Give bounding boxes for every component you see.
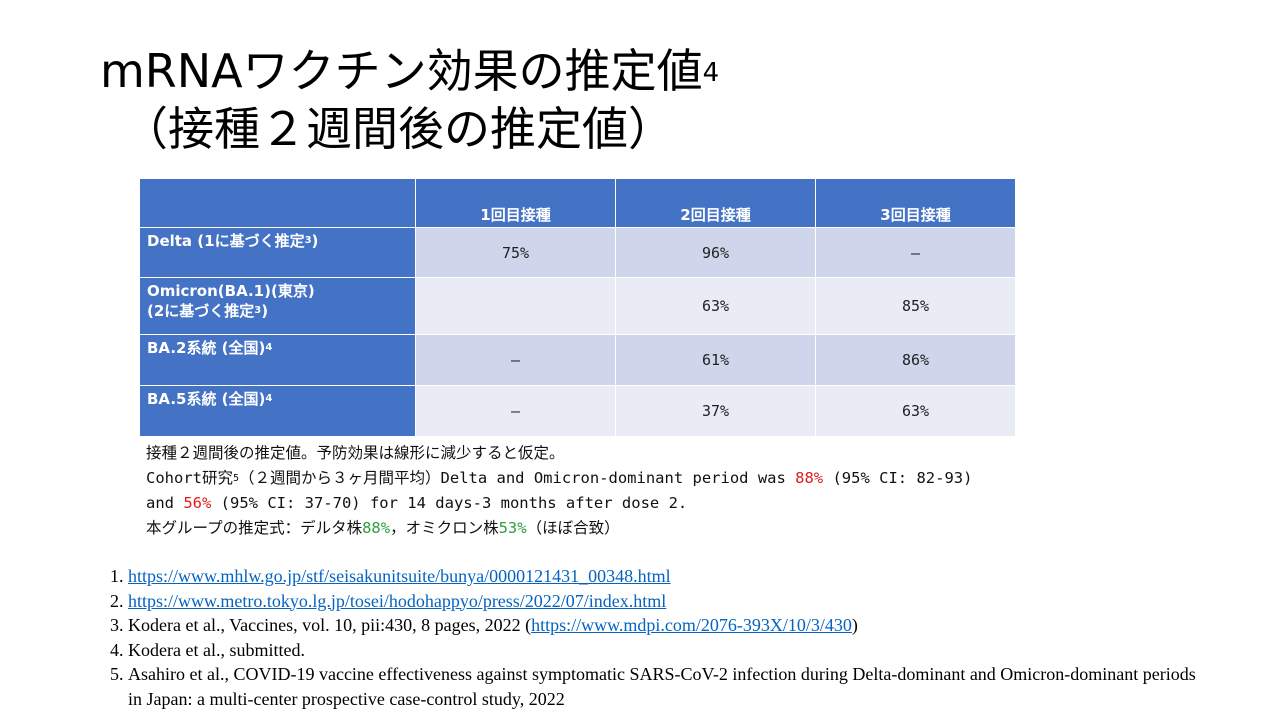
note-text: （２週間から３ヶ月間平均）Delta and Omicron-dominant …: [239, 469, 796, 487]
note-text: and: [146, 494, 184, 512]
reference-link[interactable]: https://www.mdpi.com/2076-393X/10/3/430: [531, 615, 852, 635]
note-superscript: 5: [233, 473, 240, 484]
header-dose-1: 1回目接種: [415, 178, 616, 228]
reference-item: Asahiro et al., COVID-19 vaccine effecti…: [128, 662, 1198, 711]
table-header-row: 1回目接種 2回目接種 3回目接種: [139, 178, 1016, 228]
note-highlight-green: 88%: [362, 519, 391, 537]
note-line-2: Cohort研究5（２週間から３ヶ月間平均）Delta and Omicron-…: [146, 466, 972, 491]
table-row-ba2: BA.2系統 (全国)4 – 61% 86%: [139, 334, 1016, 386]
note-text: (95% CI: 82-93): [823, 469, 973, 487]
row-label-end: ): [311, 232, 319, 250]
title-line-2: （接種２週間後の推定値）: [122, 102, 674, 156]
row-label-text: BA.2系統 (全国): [147, 339, 266, 357]
cell-delta-dose-2: 96%: [615, 227, 816, 278]
cell-ba1-dose-3: 85%: [815, 277, 1016, 335]
slide-title: mRNAワクチン効果の推定値4 （接種２週間後の推定値）: [100, 42, 719, 158]
row-label-superscript: 3: [304, 235, 312, 246]
reference-item: https://www.metro.tokyo.lg.jp/tosei/hodo…: [128, 589, 1198, 614]
cell-ba5-dose-3: 63%: [815, 385, 1016, 437]
title-line-1: mRNAワクチン効果の推定値: [100, 44, 703, 98]
cell-ba5-dose-2: 37%: [615, 385, 816, 437]
note-text: （ほぼ合致）: [526, 519, 620, 537]
vaccine-effectiveness-table: 1回目接種 2回目接種 3回目接種 Delta (1に基づく推定3) 75% 9…: [139, 178, 1016, 437]
note-highlight-green: 53%: [498, 519, 527, 537]
reference-item: https://www.mhlw.go.jp/stf/seisakunitsui…: [128, 564, 1198, 589]
note-highlight-red: 56%: [183, 494, 212, 512]
reference-link[interactable]: https://www.mhlw.go.jp/stf/seisakunitsui…: [128, 566, 671, 586]
cell-delta-dose-3: –: [815, 227, 1016, 278]
cell-ba2-dose-3: 86%: [815, 334, 1016, 386]
note-highlight-red: 88%: [795, 469, 824, 487]
table-row-delta: Delta (1に基づく推定3) 75% 96% –: [139, 227, 1016, 278]
note-line-1: 接種２週間後の推定値。予防効果は線形に減少すると仮定。: [146, 444, 565, 462]
row-label-text: Delta (1に基づく推定: [147, 232, 305, 250]
cell-ba1-dose-2: 63%: [615, 277, 816, 335]
row-label-superscript: 4: [265, 393, 273, 404]
header-dose-2: 2回目接種: [615, 178, 816, 228]
note-text: 本グループの推定式：デルタ株: [146, 519, 363, 537]
note-text: ，オミクロン株: [390, 519, 499, 537]
row-label-ba5: BA.5系統 (全国)4: [139, 385, 416, 437]
note-line-3: and 56% (95% CI: 37-70) for 14 days-3 mo…: [146, 491, 972, 516]
note-text: (95% CI: 37-70) for 14 days-3 months aft…: [211, 494, 688, 512]
reference-item: Kodera et al., submitted.: [128, 638, 1198, 663]
cell-ba2-dose-2: 61%: [615, 334, 816, 386]
reference-text: Asahiro et al., COVID-19 vaccine effecti…: [128, 664, 1196, 709]
cell-ba1-dose-1: [415, 277, 616, 335]
row-label-text: BA.5系統 (全国): [147, 390, 266, 408]
cell-ba5-dose-1: –: [415, 385, 616, 437]
note-text: Cohort研究: [146, 469, 233, 487]
cell-delta-dose-1: 75%: [415, 227, 616, 278]
row-label-text: Omicron(BA.1)(東京): [147, 282, 315, 300]
row-label-ba2: BA.2系統 (全国)4: [139, 334, 416, 386]
table-row-omicron-ba1: Omicron(BA.1)(東京) (2に基づく推定3) 63% 85%: [139, 277, 1016, 335]
reference-text: ): [851, 615, 858, 635]
reference-item: Kodera et al., Vaccines, vol. 10, pii:43…: [128, 613, 1198, 638]
row-label-omicron-ba1: Omicron(BA.1)(東京) (2に基づく推定3): [139, 277, 416, 335]
reference-text: Kodera et al., submitted.: [128, 639, 305, 660]
cell-ba2-dose-1: –: [415, 334, 616, 386]
reference-link[interactable]: https://www.metro.tokyo.lg.jp/tosei/hodo…: [128, 590, 667, 611]
row-label-end: ): [261, 302, 269, 320]
row-label-superscript: 3: [254, 305, 262, 316]
title-superscript: 4: [702, 58, 720, 88]
table-row-ba5: BA.5系統 (全国)4 – 37% 63%: [139, 385, 1016, 437]
header-dose-3: 3回目接種: [815, 178, 1016, 228]
note-line-4: 本グループの推定式：デルタ株88%，オミクロン株53%（ほぼ合致）: [146, 516, 972, 541]
reference-text: Kodera et al., Vaccines, vol. 10, pii:43…: [128, 615, 532, 635]
row-label-text-2: (2に基づく推定: [147, 302, 255, 320]
row-label-delta: Delta (1に基づく推定3): [139, 227, 416, 278]
references-list: https://www.mhlw.go.jp/stf/seisakunitsui…: [104, 564, 1198, 711]
notes-block: 接種２週間後の推定値。予防効果は線形に減少すると仮定。 Cohort研究5（２週…: [146, 441, 972, 541]
row-label-superscript: 4: [265, 342, 273, 353]
header-cell-empty: [139, 178, 416, 228]
